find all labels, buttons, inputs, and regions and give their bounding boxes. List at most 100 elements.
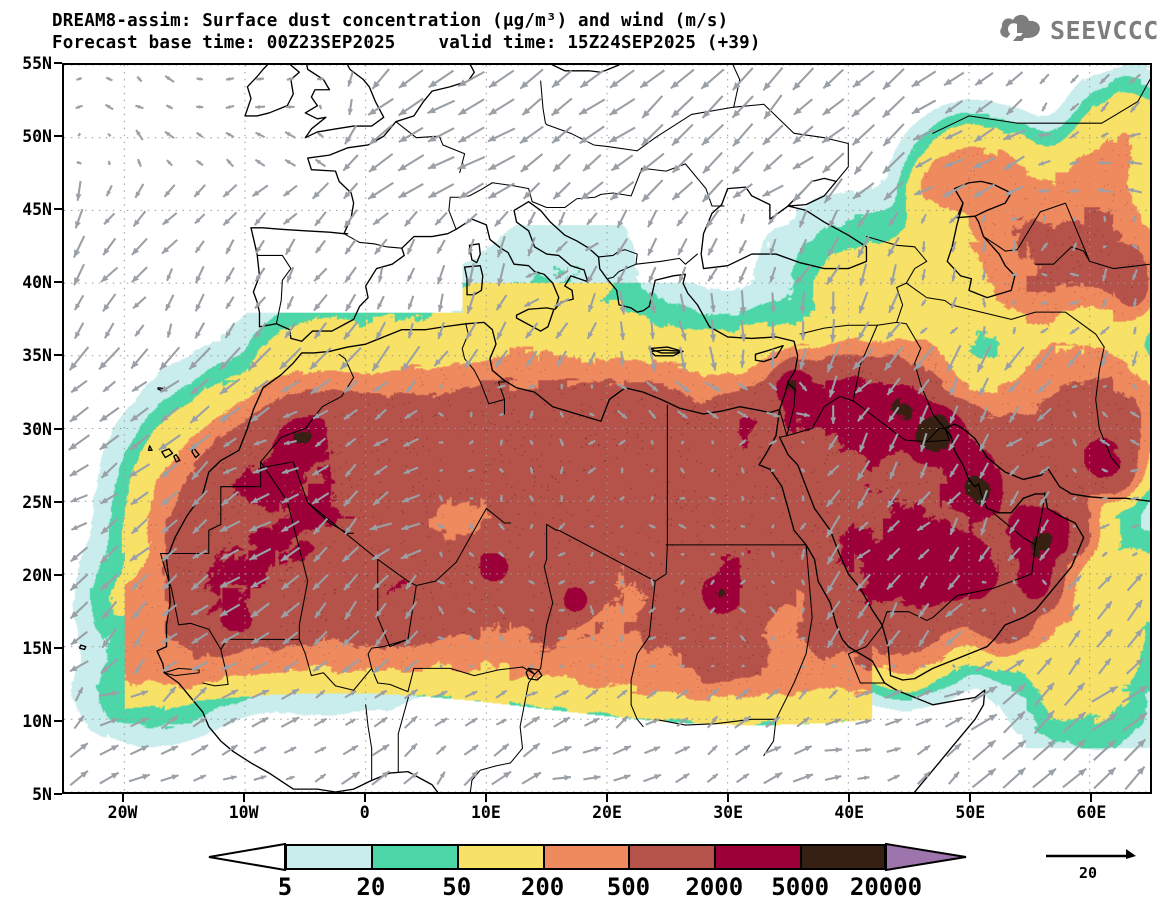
coastline-nw-africa: [246, 321, 781, 430]
wind-arrow-head: [1006, 441, 1014, 447]
wind-arrow-head: [640, 80, 649, 88]
wind-arrow-head: [580, 192, 590, 200]
colorbar-band[interactable]: [456, 844, 543, 870]
wind-arrow-head: [132, 611, 140, 620]
wind-arrow-head: [588, 358, 594, 365]
wind-arrow-head: [529, 609, 534, 613]
colorbar-tick-label: 2000: [685, 873, 744, 901]
wind-arrow-head: [219, 581, 228, 588]
wind-arrow-head: [468, 468, 473, 473]
wind-arrow-head: [315, 441, 322, 447]
wind-arrow-head: [129, 469, 138, 477]
wind-arrow-head: [975, 106, 984, 114]
wind-arrow-head: [620, 469, 624, 474]
wind-arrow-head: [398, 108, 407, 116]
colorbar-band[interactable]: [542, 844, 629, 870]
map-plot-area[interactable]: [62, 63, 1152, 794]
wind-arrow-head: [1012, 636, 1017, 640]
wind-arrow-head: [131, 275, 140, 283]
wind-arrow-head: [407, 331, 413, 339]
wind-arrow-head: [398, 190, 407, 198]
wind-arrow-head: [553, 191, 561, 199]
wind-arrow-head: [1102, 275, 1107, 282]
wind-arrow-head: [466, 305, 474, 314]
wind-arrow-head: [169, 686, 176, 694]
wind-arrow-head: [920, 471, 926, 479]
wind-arrow-head: [771, 440, 777, 445]
x-axis-tick-label: 10W: [228, 803, 259, 822]
colorbar-band[interactable]: [714, 844, 801, 870]
wind-arrow-head: [439, 524, 445, 529]
wind-arrow-head: [441, 691, 448, 696]
wind-arrow-head: [619, 496, 624, 501]
wind-arrow-head: [980, 388, 986, 396]
colorbar-band[interactable]: [628, 844, 715, 870]
wind-arrow-head: [680, 333, 687, 341]
wind-arrow-head: [283, 218, 291, 225]
colorbar-bands[interactable]: [285, 844, 886, 870]
wind-arrow-head: [829, 334, 837, 343]
wind-arrow-head: [533, 772, 542, 779]
wind-arrow-head: [526, 359, 533, 367]
x-axis-tick-label: 30E: [713, 803, 744, 822]
wind-arrow-head: [1009, 469, 1016, 476]
wind-arrow-head: [894, 690, 902, 696]
colorbar-band[interactable]: [370, 844, 457, 870]
wind-arrow-head: [438, 412, 443, 417]
wind-arrow-head: [131, 360, 139, 369]
wind-arrow-head: [375, 639, 382, 647]
wind-arrow-head: [682, 689, 689, 696]
wind-arrow-head: [166, 160, 172, 165]
wind-arrow-head: [190, 415, 199, 423]
border-syria-iraq: [852, 324, 878, 402]
coastline-sardinia: [463, 265, 484, 296]
wind-arrow-head: [1129, 132, 1135, 138]
wind-arrow-head: [523, 191, 531, 199]
wind-arrow-head: [342, 554, 351, 562]
wind-arrow-head: [381, 771, 390, 779]
wind-arrow-head: [230, 745, 238, 751]
wind-arrow-head: [320, 747, 327, 752]
wind-arrow-head: [1135, 573, 1143, 582]
wind-arrow-head: [591, 689, 599, 696]
wind-arrow-head: [770, 524, 774, 529]
wind-arrow-head: [520, 81, 529, 89]
wind-arrow-head: [404, 413, 411, 419]
wind-arrow-head: [955, 717, 963, 724]
wind-arrow-head: [681, 440, 685, 445]
wind-arrow-head: [440, 580, 445, 584]
wind-arrow-head: [1012, 608, 1016, 614]
wind-arrow-head: [532, 743, 540, 751]
wind-arrow-head: [499, 580, 504, 584]
wind-arrow-head: [884, 192, 893, 200]
wind-arrow-head: [1101, 133, 1106, 137]
wind-arrow-head: [107, 133, 112, 138]
wind-arrow-head: [1076, 682, 1085, 691]
wind-arrow-head: [856, 583, 864, 591]
wind-arrow-head: [165, 303, 172, 311]
wind-arrow-head: [740, 552, 744, 556]
wind-arrow-head: [111, 718, 119, 724]
wind-arrow-head: [762, 189, 771, 197]
wind-arrow-head: [1017, 684, 1026, 692]
wind-arrow-head: [166, 331, 172, 338]
wind-arrow-head: [619, 525, 623, 529]
wind-arrow-head: [133, 219, 140, 227]
wind-arrow-head: [831, 665, 836, 669]
wind-arrow-head: [889, 277, 896, 286]
colorbar-band[interactable]: [800, 844, 886, 870]
wind-arrow-head: [739, 361, 746, 368]
wind-arrow-head: [77, 160, 82, 164]
wind-arrow-head: [865, 747, 872, 753]
y-axis-tick-label: 40N: [22, 273, 52, 293]
wind-arrow-head: [950, 388, 956, 396]
wind-arrow-head: [80, 743, 88, 751]
wind-arrow-head: [439, 468, 444, 472]
wind-arrow-head: [887, 554, 894, 561]
wind-arrow-head: [351, 745, 358, 752]
x-axis-tick-label: 60E: [1076, 803, 1107, 822]
wind-arrow-head: [769, 361, 776, 369]
border-algeria-mali-niger: [307, 502, 511, 587]
wind-arrow-head: [343, 191, 351, 199]
wind-arrow-head: [377, 303, 383, 310]
